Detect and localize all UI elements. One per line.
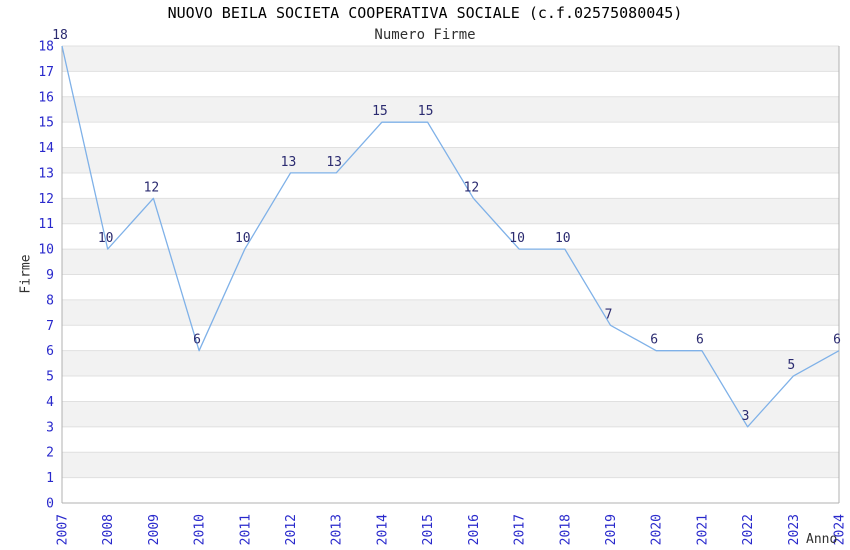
y-tick-label: 8 xyxy=(46,293,54,308)
data-label: 3 xyxy=(742,409,750,424)
data-label: 10 xyxy=(235,231,251,246)
data-label: 10 xyxy=(555,231,571,246)
data-label: 6 xyxy=(193,333,201,348)
x-tick-label: 2017 xyxy=(513,514,528,545)
x-tick-label: 2018 xyxy=(558,514,573,545)
background-band xyxy=(62,350,839,377)
series-line xyxy=(61,45,840,428)
chart-series xyxy=(61,45,840,428)
background-band xyxy=(62,299,839,326)
y-tick-label: 7 xyxy=(46,319,54,334)
background-band xyxy=(62,452,839,478)
data-label: 13 xyxy=(281,155,297,170)
data-label: 6 xyxy=(650,333,658,348)
x-axis-label: Anno xyxy=(806,532,838,547)
y-tick-label: 14 xyxy=(38,141,54,156)
x-tick-label: 2016 xyxy=(467,514,482,545)
background-band xyxy=(62,96,839,123)
data-label: 12 xyxy=(464,180,480,195)
x-tick-label: 2012 xyxy=(284,514,299,545)
y-tick-label: 6 xyxy=(46,344,54,359)
x-tick-label: 2023 xyxy=(787,514,802,545)
chart-spines xyxy=(61,46,840,503)
background-band xyxy=(62,401,839,427)
y-tick-label: 15 xyxy=(38,116,54,131)
y-tick-label: 11 xyxy=(38,217,54,232)
y-tick-label: 3 xyxy=(46,420,54,435)
x-tick-label: 2008 xyxy=(101,514,116,545)
x-tick-label: 2010 xyxy=(193,514,208,545)
x-tick-label: 2009 xyxy=(147,514,162,545)
data-label: 6 xyxy=(696,333,704,348)
data-label: 5 xyxy=(787,358,795,373)
chart-x-ticks: 2007 2008 2009 2010 2011 2012 2013 2014 2015 2016… xyxy=(56,514,848,545)
data-label: 13 xyxy=(326,155,342,170)
data-label: 10 xyxy=(98,231,114,246)
y-tick-label: 2 xyxy=(46,446,54,461)
data-label: 10 xyxy=(509,231,525,246)
y-tick-label: 13 xyxy=(38,166,54,181)
y-tick-label: 16 xyxy=(38,90,54,105)
y-tick-label: 18 xyxy=(38,40,54,55)
data-label: 15 xyxy=(418,104,434,119)
data-label: 18 xyxy=(52,28,68,43)
data-label: 12 xyxy=(144,180,160,195)
x-tick-label: 2024 xyxy=(833,514,848,545)
x-tick-label: 2011 xyxy=(238,514,253,545)
background-band xyxy=(62,249,839,275)
data-label: 15 xyxy=(372,104,388,119)
x-tick-label: 2019 xyxy=(604,514,619,545)
x-tick-label: 2022 xyxy=(741,514,756,545)
background-band xyxy=(62,46,839,72)
y-tick-label: 4 xyxy=(46,395,54,410)
x-tick-label: 2021 xyxy=(695,514,710,545)
chart-subtitle: Numero Firme xyxy=(374,27,476,43)
chart-data-labels: 18 10 12 6 10 13 13 15 15 12 10 10 7 6 6 3 5 6 xyxy=(52,28,841,424)
data-label: 7 xyxy=(605,307,613,322)
data-label: 6 xyxy=(833,333,841,348)
y-tick-label: 12 xyxy=(38,192,54,207)
y-tick-label: 0 xyxy=(46,497,54,512)
x-tick-label: 2015 xyxy=(421,514,436,545)
y-tick-label: 5 xyxy=(46,370,54,385)
y-tick-label: 1 xyxy=(46,471,54,486)
x-tick-label: 2014 xyxy=(375,514,390,545)
x-tick-label: 2020 xyxy=(650,514,665,545)
background-band xyxy=(62,198,839,224)
chart-bands xyxy=(62,46,839,478)
y-tick-label: 17 xyxy=(38,65,54,80)
x-tick-label: 2007 xyxy=(56,514,71,545)
x-tick-label: 2013 xyxy=(330,514,345,545)
chart-title: NUOVO BEILA SOCIETA COOPERATIVA SOCIALE … xyxy=(167,4,683,22)
y-tick-label: 9 xyxy=(46,268,54,283)
y-tick-label: 10 xyxy=(38,243,54,258)
